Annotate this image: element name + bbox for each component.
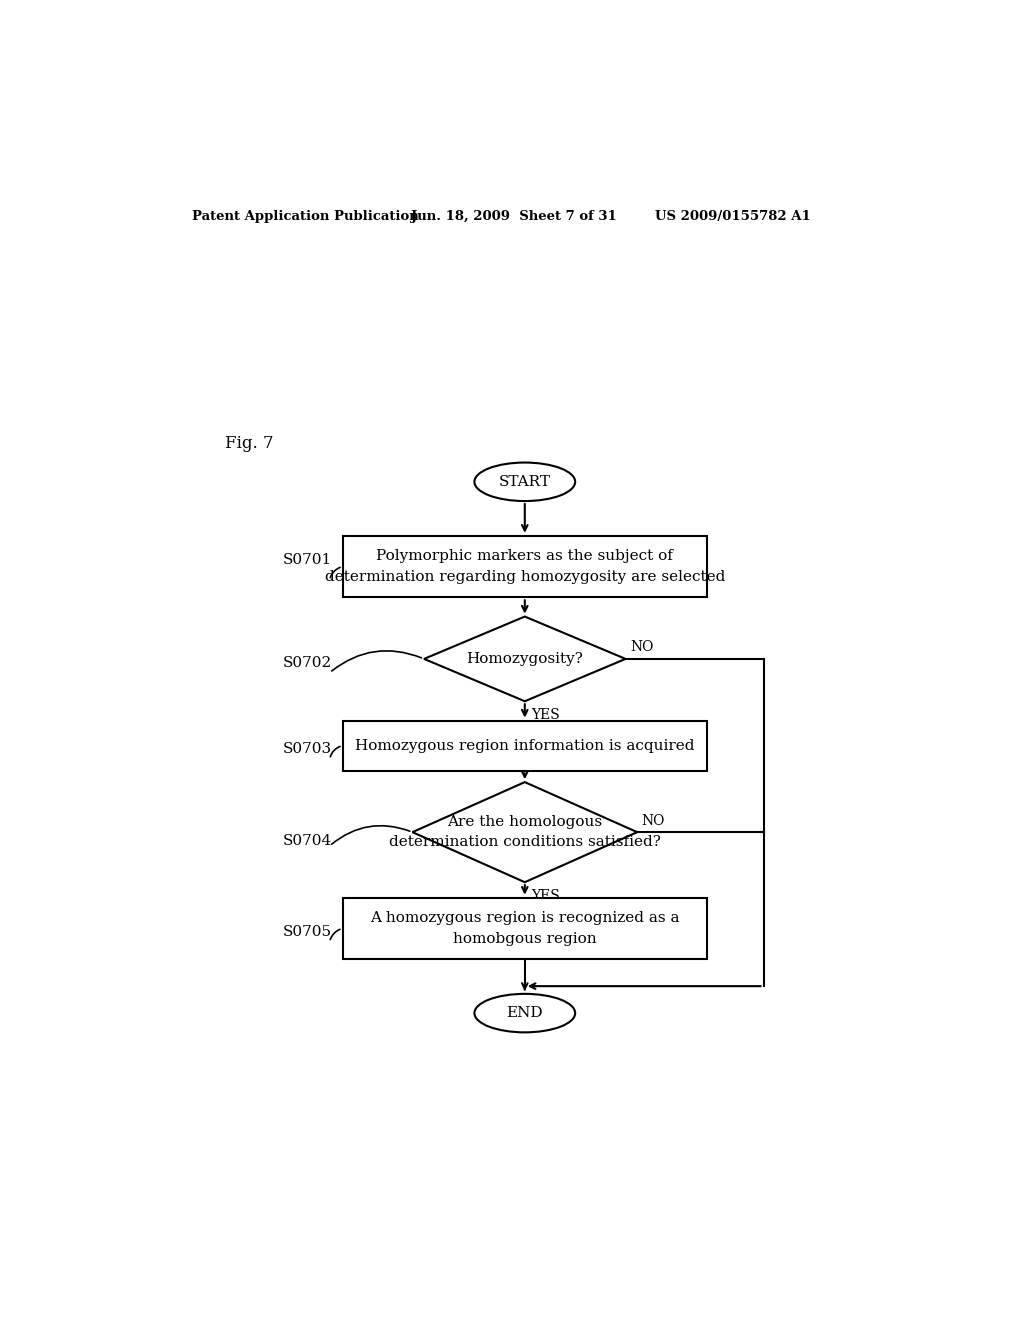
Text: Fig. 7: Fig. 7 [225, 434, 273, 451]
Ellipse shape [474, 462, 575, 502]
Text: Are the homologous
determination conditions satisfied?: Are the homologous determination conditi… [389, 816, 660, 849]
Text: S0703: S0703 [283, 742, 332, 756]
Text: NO: NO [630, 640, 653, 655]
Text: Jun. 18, 2009  Sheet 7 of 31: Jun. 18, 2009 Sheet 7 of 31 [411, 210, 616, 223]
Text: A homozygous region is recognized as a
homobgous region: A homozygous region is recognized as a h… [370, 911, 680, 945]
Text: S0705: S0705 [283, 925, 332, 940]
Text: Patent Application Publication: Patent Application Publication [191, 210, 418, 223]
Text: S0702: S0702 [283, 656, 332, 669]
Text: US 2009/0155782 A1: US 2009/0155782 A1 [655, 210, 811, 223]
FancyBboxPatch shape [343, 898, 707, 960]
Text: S0704: S0704 [283, 834, 332, 849]
Text: Polymorphic markers as the subject of
determination regarding homozygosity are s: Polymorphic markers as the subject of de… [325, 549, 725, 583]
Text: END: END [507, 1006, 543, 1020]
Text: S0701: S0701 [283, 553, 332, 568]
FancyBboxPatch shape [343, 721, 707, 771]
Polygon shape [413, 781, 637, 882]
Text: YES: YES [531, 708, 560, 722]
Text: Homozygous region information is acquired: Homozygous region information is acquire… [355, 738, 694, 752]
FancyBboxPatch shape [343, 536, 707, 598]
Text: YES: YES [531, 890, 560, 903]
Text: Homozygosity?: Homozygosity? [466, 652, 584, 665]
Ellipse shape [474, 994, 575, 1032]
Polygon shape [424, 616, 626, 701]
Text: START: START [499, 475, 551, 488]
Text: NO: NO [642, 813, 666, 828]
